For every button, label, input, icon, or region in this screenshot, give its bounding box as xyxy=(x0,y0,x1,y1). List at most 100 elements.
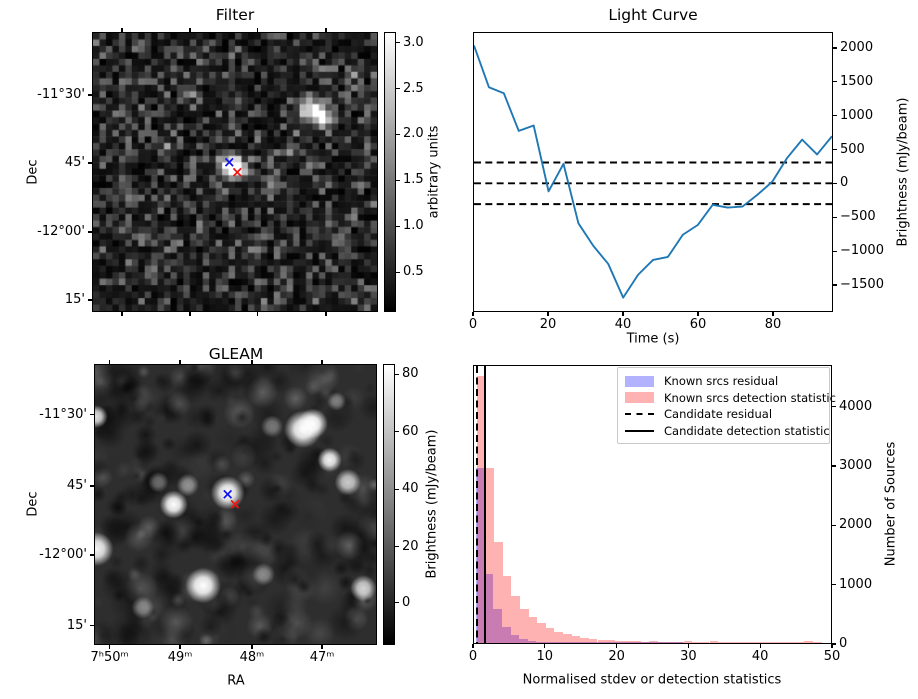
legend-row: Known srcs residual xyxy=(625,373,823,390)
histogram-bar xyxy=(554,631,564,643)
tick-mark xyxy=(396,225,400,227)
candidate-solid-vline xyxy=(483,366,486,643)
legend-swatch-box xyxy=(625,392,655,404)
dashed-line-swatch-icon xyxy=(625,413,654,416)
histogram-bar xyxy=(718,642,727,643)
tick-label: −1500 xyxy=(840,277,884,293)
tick-mark xyxy=(832,584,836,586)
histogram-bar xyxy=(537,623,546,643)
tick-mark xyxy=(547,312,549,316)
histogram-bar xyxy=(476,467,485,643)
tick-label: 1500 xyxy=(840,74,874,90)
tick-mark xyxy=(472,644,474,648)
tick-mark xyxy=(833,284,837,286)
tick-label: 0 xyxy=(840,175,849,191)
tick-label: 500 xyxy=(840,141,865,157)
solid-line-swatch-icon xyxy=(625,429,654,432)
tick-mark xyxy=(396,271,400,273)
histogram-bar xyxy=(743,642,753,643)
filter-axes: × × xyxy=(92,32,378,312)
tick-label: 45' xyxy=(66,478,87,494)
pink-patch-swatch-icon xyxy=(625,392,654,404)
histogram-bar xyxy=(657,642,667,643)
tick-mark xyxy=(90,414,94,416)
gleam-title: GLEAM xyxy=(208,345,264,363)
legend-swatch-box xyxy=(625,375,655,387)
tick-label: 0 xyxy=(468,649,478,664)
legend-row: Candidate residual xyxy=(625,406,823,423)
tick-mark xyxy=(395,488,399,490)
filter-title: Filter xyxy=(215,6,255,24)
histogram-bar xyxy=(519,639,528,643)
light-curve-line xyxy=(474,45,832,299)
blue-patch-swatch-icon xyxy=(625,375,654,387)
histogram-bar xyxy=(804,641,813,643)
tick-label: 1000 xyxy=(839,576,873,592)
histogram-bar xyxy=(735,642,744,643)
tick-label: 0.5 xyxy=(403,264,424,280)
light-curve-axes xyxy=(473,32,833,312)
tick-label: 50 xyxy=(823,649,841,664)
histogram-bar xyxy=(502,575,512,643)
tick-label: 2.0 xyxy=(403,126,424,142)
tick-mark xyxy=(189,312,191,316)
tick-mark xyxy=(396,87,400,90)
tick-label: 2000 xyxy=(840,40,874,56)
histogram-bar xyxy=(639,642,649,643)
tick-mark xyxy=(759,644,761,648)
tick-mark xyxy=(472,312,474,316)
legend-label: Candidate detection statistic xyxy=(664,423,830,438)
tick-mark xyxy=(90,485,94,487)
tick-mark xyxy=(832,524,836,526)
tick-mark xyxy=(257,28,259,32)
histogram-bar xyxy=(631,642,640,643)
tick-mark xyxy=(833,182,837,184)
tick-label: 15' xyxy=(66,618,87,634)
tick-mark xyxy=(831,644,833,648)
legend-label: Candidate residual xyxy=(664,407,773,422)
tick-label: 1000 xyxy=(840,107,874,123)
histogram-bar xyxy=(563,634,572,643)
tick-label: 30 xyxy=(680,649,697,664)
tick-mark xyxy=(396,133,400,136)
histogram-bar xyxy=(631,641,641,643)
legend-swatch-box xyxy=(625,429,655,432)
tick-mark xyxy=(833,250,837,252)
histogram-bar xyxy=(545,628,555,643)
candidate-dashed-vline xyxy=(475,366,478,643)
tick-mark xyxy=(321,360,323,364)
histogram-bar xyxy=(657,642,666,643)
histogram-bar xyxy=(683,640,693,643)
tick-mark xyxy=(832,643,836,645)
histogram-bar xyxy=(588,642,597,643)
histogram-bar xyxy=(553,642,563,643)
tick-mark xyxy=(832,405,836,408)
tick-mark xyxy=(395,373,399,375)
tick-label: 80 xyxy=(764,317,782,332)
histogram-xlabel: Normalised stdev or detection statistics xyxy=(522,672,782,688)
tick-label: 7ʰ50ᵐ xyxy=(90,650,129,665)
histogram-bar xyxy=(494,542,503,643)
tick-label: 47ᵐ xyxy=(309,650,335,665)
gleam-candidate-cross-icon: × xyxy=(221,484,234,503)
tick-label: 20 xyxy=(608,649,625,664)
legend-row: Candidate detection statistic xyxy=(625,423,830,440)
tick-label: 45' xyxy=(64,155,85,171)
tick-label: 80 xyxy=(402,366,419,382)
tick-label: 2000 xyxy=(839,517,873,533)
histogram-bars-layer xyxy=(474,366,831,643)
tick-mark xyxy=(90,554,94,556)
histogram-bar xyxy=(665,642,675,643)
histogram-bar xyxy=(795,642,805,643)
tick-label: 40 xyxy=(402,481,419,497)
tick-mark xyxy=(179,360,181,364)
tick-label: -11°30' xyxy=(39,407,87,423)
tick-mark xyxy=(833,148,837,151)
histogram-bar xyxy=(674,642,683,643)
histogram-bar xyxy=(502,626,511,643)
tick-mark xyxy=(108,645,111,649)
histogram-bar xyxy=(666,642,676,643)
legend-label: Known srcs detection statistic xyxy=(664,390,836,405)
tick-mark xyxy=(395,546,399,548)
